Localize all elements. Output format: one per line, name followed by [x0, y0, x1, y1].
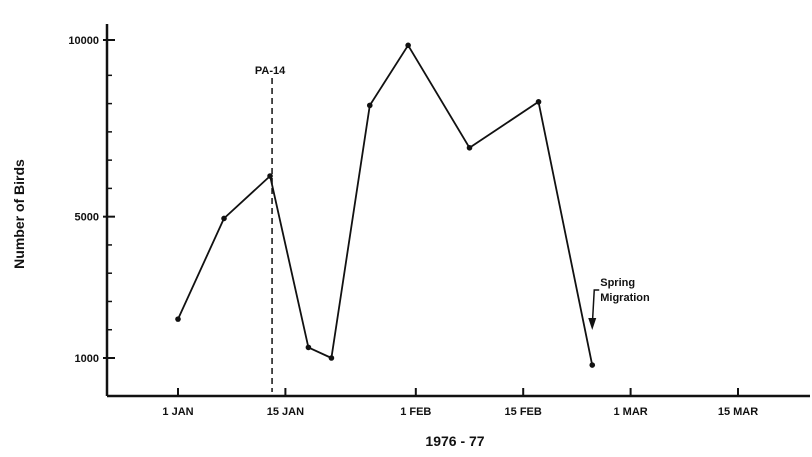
y-ticks: 1000 5000 10000 — [68, 35, 115, 365]
arrow-head — [588, 318, 597, 330]
x-tick-label: 15 MAR — [718, 406, 758, 418]
y-tick-label: 1000 — [75, 353, 99, 365]
x-tick-label: 15 JAN — [267, 406, 304, 418]
spring-migration-arrow — [591, 289, 600, 327]
annotations: PA-14 Spring Migration — [255, 65, 650, 392]
y-tick-label: 10000 — [68, 35, 99, 47]
data-point — [328, 355, 335, 361]
data-point — [366, 102, 373, 109]
series-line — [177, 44, 594, 366]
x-tick-label: 1 JAN — [162, 406, 193, 418]
data-point — [535, 99, 542, 105]
x-ticks: 1 JAN 15 JAN 1 FEB 15 FEB 1 MAR 15 MAR — [162, 388, 758, 418]
x-axis-label: 1976 - 77 — [425, 433, 484, 449]
y-axis-label: Number of Birds — [11, 159, 27, 269]
data-point — [405, 42, 411, 49]
migration-label: Migration — [600, 292, 650, 304]
y-tick-label: 5000 — [75, 212, 99, 224]
data-point — [175, 316, 181, 322]
x-tick-label: 1 MAR — [613, 406, 647, 418]
data-point — [305, 344, 312, 351]
data-point — [267, 173, 273, 179]
pa14-label: PA-14 — [255, 65, 286, 77]
axes — [105, 24, 810, 398]
data-point — [221, 215, 227, 222]
data-point — [589, 362, 596, 368]
x-tick-label: 15 FEB — [505, 406, 542, 418]
data-point — [466, 144, 473, 151]
spring-label: Spring — [600, 277, 635, 289]
x-tick-label: 1 FEB — [400, 406, 431, 418]
series — [175, 42, 596, 368]
